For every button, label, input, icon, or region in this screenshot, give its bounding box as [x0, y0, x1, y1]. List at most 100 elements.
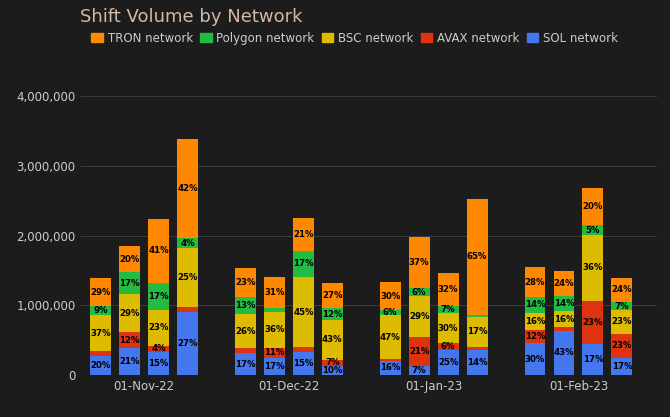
Text: 30%: 30% — [438, 324, 458, 333]
Bar — [322, 359, 343, 366]
Text: 6%: 6% — [383, 308, 397, 317]
Text: Shift Volume by Network: Shift Volume by Network — [80, 8, 303, 26]
Text: 43%: 43% — [553, 349, 574, 357]
Bar — [612, 302, 632, 310]
Text: 20%: 20% — [90, 361, 111, 370]
Bar — [467, 347, 488, 350]
Text: 20%: 20% — [583, 202, 603, 211]
Bar — [380, 361, 401, 375]
Text: 65%: 65% — [467, 252, 487, 261]
Text: 23%: 23% — [235, 278, 256, 287]
Text: 16%: 16% — [553, 314, 574, 324]
Text: 23%: 23% — [612, 341, 632, 350]
Bar — [438, 344, 458, 349]
Text: 21%: 21% — [293, 230, 314, 239]
Bar — [612, 277, 632, 302]
Text: 6%: 6% — [441, 342, 456, 351]
Bar — [119, 272, 140, 294]
Bar — [322, 319, 343, 359]
Text: 45%: 45% — [293, 308, 314, 317]
Text: 17%: 17% — [583, 355, 603, 364]
Text: 9%: 9% — [93, 306, 108, 315]
Text: 17%: 17% — [235, 360, 256, 369]
Text: 21%: 21% — [409, 347, 429, 356]
Bar — [438, 306, 458, 313]
Bar — [438, 349, 458, 375]
Text: 7%: 7% — [441, 304, 456, 314]
Text: 15%: 15% — [293, 359, 314, 368]
Bar — [293, 277, 314, 347]
Bar — [148, 352, 169, 375]
Bar — [264, 359, 285, 375]
Bar — [177, 311, 198, 375]
Bar — [322, 309, 343, 319]
Bar — [582, 188, 603, 226]
Text: 17%: 17% — [612, 362, 632, 371]
Text: 37%: 37% — [90, 329, 111, 338]
Bar — [90, 315, 111, 351]
Text: 41%: 41% — [148, 246, 169, 256]
Bar — [90, 356, 111, 375]
Text: 29%: 29% — [409, 312, 429, 321]
Bar — [119, 294, 140, 332]
Bar — [582, 226, 603, 235]
Text: 16%: 16% — [525, 317, 545, 326]
Bar — [612, 358, 632, 375]
Bar — [553, 296, 574, 311]
Bar — [525, 343, 545, 375]
Bar — [119, 246, 140, 272]
Bar — [177, 139, 198, 239]
Text: 7%: 7% — [325, 358, 340, 367]
Bar — [553, 327, 574, 331]
Text: 25%: 25% — [178, 273, 198, 282]
Bar — [612, 334, 632, 358]
Bar — [525, 330, 545, 343]
Bar — [380, 315, 401, 359]
Bar — [409, 337, 429, 366]
Text: 17%: 17% — [264, 362, 285, 372]
Text: 12%: 12% — [119, 336, 140, 344]
Bar — [177, 307, 198, 311]
Bar — [467, 315, 488, 317]
Text: 47%: 47% — [380, 332, 401, 342]
Bar — [119, 332, 140, 348]
Bar — [148, 219, 169, 283]
Text: 42%: 42% — [178, 184, 198, 193]
Text: 14%: 14% — [467, 358, 487, 367]
Bar — [90, 306, 111, 315]
Text: 27%: 27% — [178, 339, 198, 348]
Text: 29%: 29% — [119, 309, 140, 318]
Text: 28%: 28% — [525, 278, 545, 287]
Bar — [525, 267, 545, 297]
Bar — [177, 248, 198, 307]
Bar — [293, 347, 314, 352]
Text: 11%: 11% — [264, 349, 285, 357]
Text: 17%: 17% — [467, 327, 487, 336]
Text: 17%: 17% — [119, 279, 140, 288]
Bar — [235, 314, 256, 348]
Text: 5%: 5% — [586, 226, 600, 234]
Text: 26%: 26% — [235, 327, 256, 336]
Bar — [409, 237, 429, 288]
Bar — [235, 297, 256, 314]
Bar — [582, 301, 603, 344]
Bar — [553, 271, 574, 296]
Bar — [467, 317, 488, 347]
Text: 25%: 25% — [438, 358, 458, 367]
Text: 43%: 43% — [322, 335, 342, 344]
Text: 15%: 15% — [148, 359, 169, 368]
Text: 27%: 27% — [322, 291, 342, 300]
Text: 17%: 17% — [293, 259, 314, 269]
Text: 7%: 7% — [614, 301, 629, 311]
Text: 31%: 31% — [264, 288, 285, 297]
Text: 14%: 14% — [553, 299, 574, 308]
Text: 10%: 10% — [322, 366, 342, 375]
Text: 23%: 23% — [583, 318, 603, 327]
Text: 36%: 36% — [264, 325, 285, 334]
Bar — [612, 310, 632, 334]
Text: 23%: 23% — [148, 323, 169, 332]
Bar — [409, 366, 429, 375]
Bar — [235, 348, 256, 353]
Bar — [90, 278, 111, 306]
Text: 7%: 7% — [412, 366, 427, 375]
